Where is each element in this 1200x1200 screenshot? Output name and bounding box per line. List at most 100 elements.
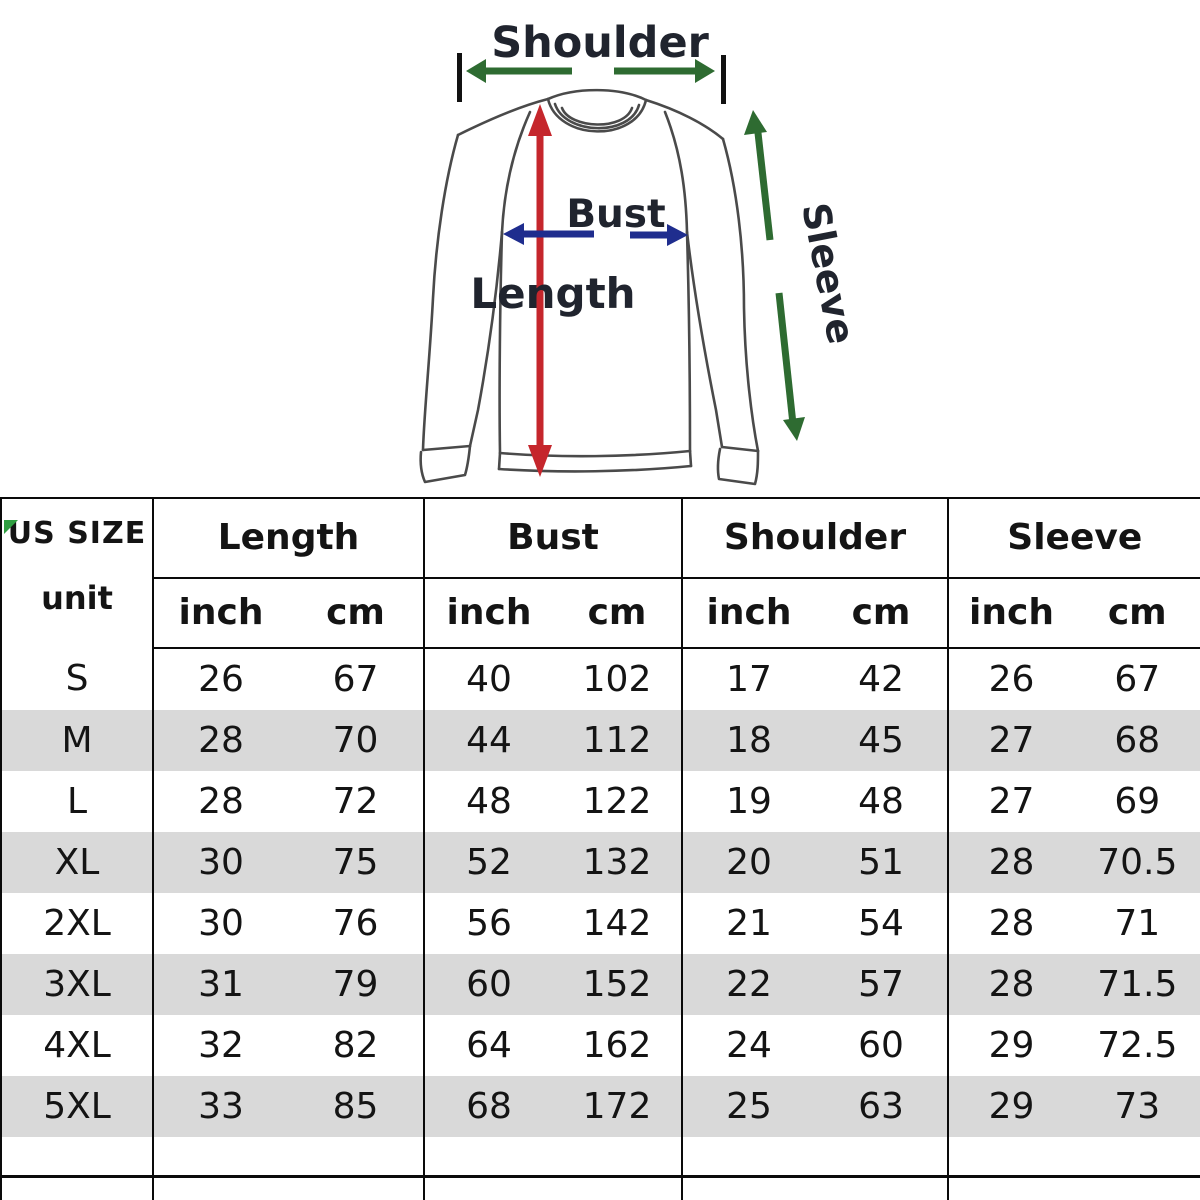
value-cell: 68 bbox=[1074, 710, 1200, 771]
table-row-2xl: 2XL 30 76 56 142 21 54 28 71 bbox=[1, 893, 1200, 954]
value-cell: 132 bbox=[553, 832, 683, 893]
us-size-unit-cell: US SIZE unit bbox=[1, 498, 154, 648]
table-row-4xl: 4XL 32 82 64 162 24 60 29 72.5 bbox=[1, 1015, 1200, 1076]
size-cell: S bbox=[1, 648, 154, 710]
group-header-row: US SIZE unit Length Bust Shoulder Sleeve bbox=[1, 498, 1200, 648]
value-cell: 40 bbox=[466, 658, 512, 700]
table-row-3xl: 3XL 31 79 60 152 22 57 28 71.5 bbox=[1, 954, 1200, 1015]
value-cell: 60 bbox=[815, 1015, 950, 1076]
unit-header: unit bbox=[41, 579, 113, 617]
value-cell: 29 bbox=[948, 1076, 1075, 1137]
value-cell: 75 bbox=[288, 832, 425, 893]
shirt-measurement-diagram: Shoulder Bust Length Sleeve bbox=[419, 18, 864, 486]
empty-row bbox=[1, 1137, 1200, 1177]
value-cell: 27 bbox=[948, 710, 1075, 771]
value-cell: 122 bbox=[553, 771, 683, 832]
value-cell: 112 bbox=[553, 710, 683, 771]
value-cell: 71 bbox=[1114, 902, 1161, 944]
value-cell: 69 bbox=[1114, 780, 1161, 822]
value-cell: 172 bbox=[553, 1076, 683, 1137]
table-row-5xl: 5XL 33 85 68 172 25 63 29 73 bbox=[1, 1076, 1200, 1137]
value-cell: 33 bbox=[153, 1076, 288, 1137]
unit-label: cm bbox=[288, 578, 425, 649]
value-cell: 45 bbox=[815, 710, 950, 771]
unit-label: cm bbox=[553, 578, 683, 649]
value-cell: 79 bbox=[288, 954, 425, 1015]
value-cell: 32 bbox=[198, 1024, 244, 1066]
value-cell: 48 bbox=[466, 780, 512, 822]
value-cell: 20 bbox=[682, 832, 815, 893]
size-chart-table: US SIZE unit Length Bust Shoulder Sleeve… bbox=[0, 497, 1200, 1200]
value-cell: 60 bbox=[424, 954, 553, 1015]
shoulder-label: Shoulder bbox=[491, 18, 709, 68]
column-header-bust: Bust bbox=[424, 498, 683, 579]
value-cell: 48 bbox=[815, 771, 950, 832]
value-cell: 17 bbox=[726, 658, 772, 700]
unit-label: inch bbox=[424, 578, 553, 649]
value-cell: 71.5 bbox=[1074, 954, 1200, 1015]
shoulder-arrow bbox=[457, 53, 726, 104]
value-cell: 67 bbox=[288, 648, 425, 710]
value-cell: 25 bbox=[682, 1076, 815, 1137]
value-cell: 57 bbox=[815, 954, 950, 1015]
bust-arrow bbox=[503, 223, 688, 246]
size-cell: XL bbox=[1, 832, 154, 893]
value-cell: 42 bbox=[815, 648, 950, 710]
us-size-header: US SIZE bbox=[7, 516, 147, 551]
value-cell: 26 bbox=[988, 658, 1035, 700]
value-cell: 30 bbox=[153, 832, 288, 893]
sleeve-arrow bbox=[744, 110, 805, 441]
value-cell: 70 bbox=[288, 710, 425, 771]
table-row-m: M 28 70 44 112 18 45 27 68 bbox=[1, 710, 1200, 771]
value-cell: 67 bbox=[1114, 658, 1161, 700]
value-cell: 27 bbox=[988, 780, 1035, 822]
value-cell: 82 bbox=[288, 1015, 425, 1076]
value-cell: 30 bbox=[198, 902, 244, 944]
unit-label: cm bbox=[815, 578, 950, 649]
value-cell: 29 bbox=[988, 1024, 1035, 1066]
shirt-outline bbox=[419, 88, 760, 486]
value-cell: 51 bbox=[815, 832, 950, 893]
value-cell: 142 bbox=[553, 893, 683, 954]
table-row-xl: XL 30 75 52 132 20 51 28 70.5 bbox=[1, 832, 1200, 893]
value-cell: 56 bbox=[466, 902, 512, 944]
size-cell: 5XL bbox=[1, 1076, 154, 1137]
value-cell: 31 bbox=[153, 954, 288, 1015]
value-cell: 19 bbox=[726, 780, 772, 822]
value-cell: 44 bbox=[424, 710, 553, 771]
table-row-l: L 28 72 48 122 19 48 27 69 bbox=[1, 771, 1200, 832]
size-cell: M bbox=[1, 710, 154, 771]
value-cell: 152 bbox=[553, 954, 683, 1015]
value-cell: 28 bbox=[198, 780, 244, 822]
bottom-partial-row bbox=[1, 1175, 1200, 1200]
unit-label: inch bbox=[682, 578, 815, 649]
size-cell: 2XL bbox=[1, 893, 154, 954]
value-cell: 72 bbox=[288, 771, 425, 832]
value-cell: 70.5 bbox=[1074, 832, 1200, 893]
value-cell: 21 bbox=[726, 902, 772, 944]
column-header-sleeve: Sleeve bbox=[948, 498, 1200, 579]
unit-label: inch bbox=[153, 578, 288, 649]
value-cell: 54 bbox=[815, 893, 950, 954]
unit-label: inch bbox=[948, 578, 1075, 649]
value-cell: 162 bbox=[553, 1015, 683, 1076]
value-cell: 85 bbox=[288, 1076, 425, 1137]
value-cell: 64 bbox=[466, 1024, 512, 1066]
value-cell: 28 bbox=[988, 902, 1035, 944]
value-cell: 76 bbox=[288, 893, 425, 954]
value-cell: 18 bbox=[682, 710, 815, 771]
value-cell: 26 bbox=[198, 658, 244, 700]
value-cell: 28 bbox=[948, 954, 1075, 1015]
value-cell: 28 bbox=[948, 832, 1075, 893]
size-cell: 3XL bbox=[1, 954, 154, 1015]
value-cell: 102 bbox=[553, 648, 683, 710]
value-cell: 52 bbox=[424, 832, 553, 893]
sleeve-label: Sleeve bbox=[793, 199, 863, 347]
length-label: Length bbox=[470, 269, 635, 318]
column-header-length: Length bbox=[153, 498, 425, 579]
size-cell: L bbox=[1, 771, 154, 832]
column-header-shoulder: Shoulder bbox=[682, 498, 950, 579]
value-cell: 22 bbox=[682, 954, 815, 1015]
value-cell: 73 bbox=[1074, 1076, 1200, 1137]
